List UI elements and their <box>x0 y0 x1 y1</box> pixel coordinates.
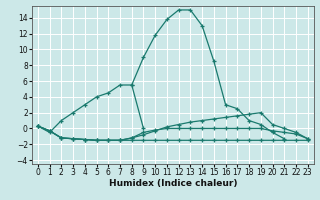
X-axis label: Humidex (Indice chaleur): Humidex (Indice chaleur) <box>108 179 237 188</box>
